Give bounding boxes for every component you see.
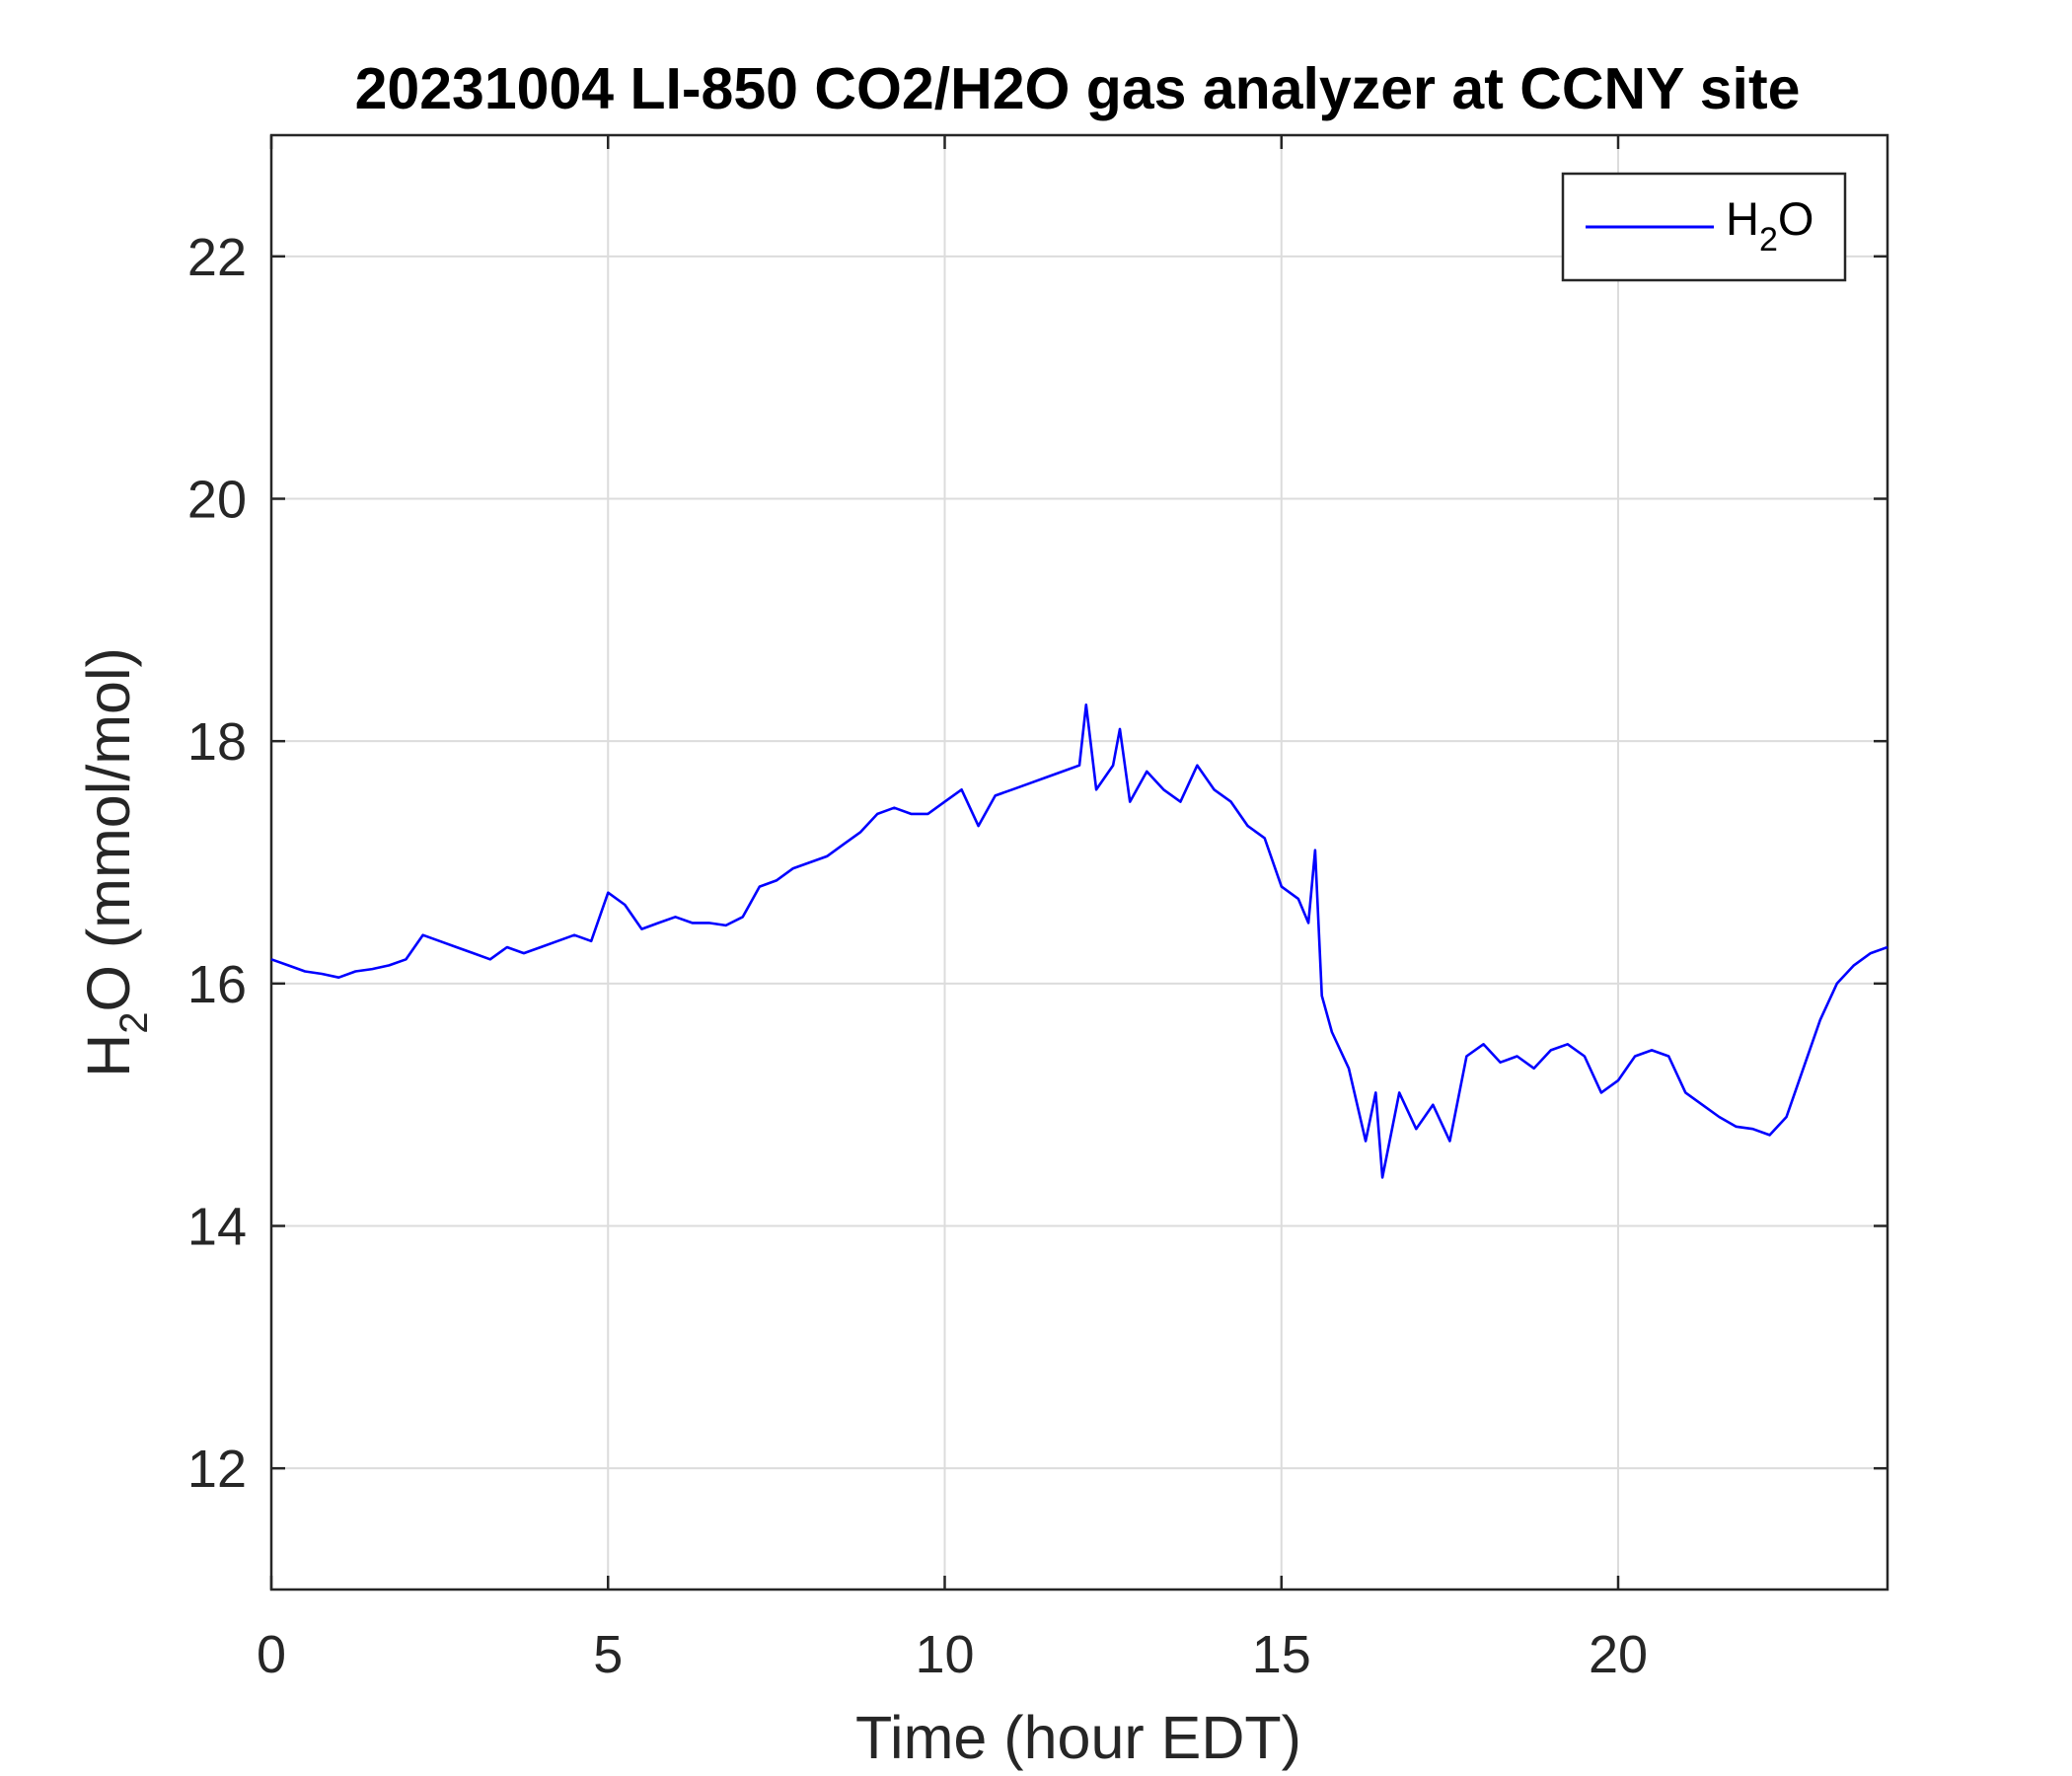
legend-label-main: H	[1726, 192, 1759, 245]
legend: H2O	[1561, 172, 1847, 282]
y-tick-label: 18	[187, 712, 247, 772]
y-axis-label-rest: O (mmol/mol)	[75, 647, 142, 1011]
x-tick-label: 5	[593, 1625, 623, 1684]
x-tick-label: 0	[257, 1625, 286, 1684]
x-tick-label: 10	[915, 1625, 974, 1684]
y-axis-label-subscript: 2	[112, 1012, 156, 1034]
y-axis-label-main: H	[75, 1034, 142, 1077]
y-tick-label: 14	[187, 1198, 247, 1257]
y-tick-label: 16	[187, 955, 247, 1014]
legend-label-subscript: 2	[1759, 221, 1778, 259]
x-tick-label: 20	[1589, 1625, 1648, 1684]
series-line-h2o	[270, 703, 1888, 1179]
legend-label-rest: O	[1778, 192, 1814, 245]
plot-frame	[269, 133, 1889, 1591]
y-axis-label: H2O (mmol/mol)	[75, 647, 156, 1077]
x-axis-label: Time (hour EDT)	[855, 1704, 1301, 1771]
y-tick-label: 12	[187, 1440, 247, 1499]
y-tick-label: 22	[187, 228, 247, 287]
chart-title: 20231004 LI-850 CO2/H2O gas analyzer at …	[355, 56, 1801, 121]
grid	[270, 135, 1887, 1590]
axis-ticks: 0 5 10 15 20 12 14 16 18 20 22	[187, 135, 1887, 1684]
x-tick-label: 15	[1252, 1625, 1311, 1684]
legend-label-h2o: H2O	[1726, 192, 1813, 259]
y-tick-label: 20	[187, 471, 247, 530]
